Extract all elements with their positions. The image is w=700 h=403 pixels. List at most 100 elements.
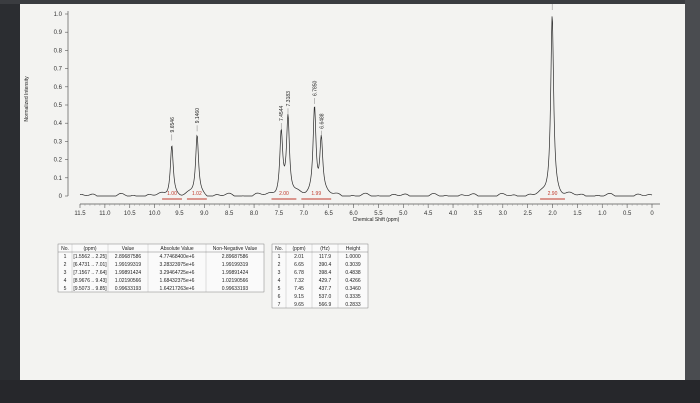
monitor-bezel-right <box>685 0 700 403</box>
x-tick-label: 4.5 <box>424 211 433 217</box>
integral-label: 2.90 <box>548 191 558 197</box>
table-cell: 7.32 <box>294 278 304 284</box>
x-tick-label: 0 <box>650 211 654 217</box>
table-cell: 2.89687586 <box>115 254 142 260</box>
table-cell: [7.1567 .. 7.64] <box>73 270 107 276</box>
table-cell: 3 <box>64 270 67 276</box>
y-tick-label: 0.5 <box>54 103 63 109</box>
table-cell: 4.77468400e+6 <box>160 254 195 260</box>
x-tick-label: 2.5 <box>523 211 532 217</box>
table-cell: 1 <box>64 254 67 260</box>
peak-label: 9.6546 <box>170 117 176 133</box>
table-cell: 1 <box>278 254 281 260</box>
table-cell: 2.89687586 <box>222 254 249 260</box>
y-tick-label: 0.9 <box>54 30 63 36</box>
spectrum-line <box>79 16 653 197</box>
spectrum-group <box>79 16 653 197</box>
table-cell: 3.28323975e+6 <box>160 262 195 268</box>
table-cell: 6 <box>278 294 281 300</box>
table-header-cell: No. <box>275 246 283 252</box>
table-cell: 1.0000 <box>345 254 361 260</box>
table-frame <box>271 243 369 309</box>
table-cell: 6.78 <box>294 270 304 276</box>
table-cell: 7.45 <box>294 286 304 292</box>
x-tick-label: 4.0 <box>449 211 458 217</box>
peak-label: 7.4544 <box>279 106 285 122</box>
table-cell: 2.01 <box>294 254 304 260</box>
table-cell: 6.65 <box>294 262 304 268</box>
table-cell: 0.4838 <box>345 270 361 276</box>
table-header-cell: (ppm) <box>83 246 96 252</box>
x-tick-label: 6.5 <box>325 211 334 217</box>
table-cell: 566.9 <box>319 302 332 308</box>
table-cell: 1.99891424 <box>115 270 142 276</box>
peak-label: 6.6488 <box>319 113 325 129</box>
table-cell: 0.3460 <box>345 286 361 292</box>
table-cell: 9.15 <box>294 294 304 300</box>
x-axis-label: Chemical Shift (ppm) <box>353 217 400 223</box>
x-tick-label: 3.5 <box>474 211 483 217</box>
monitor-bezel-bottom <box>0 380 700 403</box>
table-header-cell: (ppm) <box>292 246 305 252</box>
table-cell: 117.9 <box>319 254 331 260</box>
integral-label: 1.00 <box>167 191 177 197</box>
table-cell: 1.64217263e+6 <box>160 286 195 292</box>
y-tick-label: 0 <box>59 194 63 200</box>
x-tick-label: 11.5 <box>74 211 86 217</box>
table-cell: 437.7 <box>319 286 332 292</box>
table-cell: 5 <box>278 286 281 292</box>
y-ticks: 1.0 0.9 0.8 0.7 0.6 0.5 0.4 0.3 0.2 0.1 0 <box>54 12 68 200</box>
table-cell: 0.99633193 <box>222 286 249 292</box>
peak-label: 6.7850 <box>313 80 319 96</box>
x-tick-label: 0.5 <box>623 211 632 217</box>
table-cell: 4 <box>64 278 67 284</box>
peak-label: 7.3183 <box>286 91 292 107</box>
table-cell: 0.2833 <box>345 302 361 308</box>
x-ticks: 11.5 11.0 10.5 10.0 9.5 9.0 8.5 8.0 7.5 7.0 6.5 6.0… <box>74 204 654 217</box>
table-cell: 3 <box>278 270 281 276</box>
table-cell: 1.68432375e+6 <box>160 278 195 284</box>
x-tick-label: 10.5 <box>124 211 136 217</box>
table-header-cell: Absolute Value <box>160 246 193 252</box>
y-tick-label: 0.3 <box>54 139 63 145</box>
integral-label: 2.00 <box>279 191 289 197</box>
x-tick-label: 8.0 <box>250 211 259 217</box>
table-cell: 0.4266 <box>345 278 361 284</box>
y-tick-label: 0.1 <box>54 176 63 182</box>
table-cell: 537.0 <box>319 294 332 300</box>
x-tick-label: 3.0 <box>499 211 508 217</box>
table-cell: 4 <box>278 278 281 284</box>
table-cell: 398.4 <box>319 270 332 276</box>
table-cell: 2 <box>64 262 67 268</box>
table-header-cell: No. <box>61 246 69 252</box>
table-cell: 9.65 <box>294 302 304 308</box>
y-tick-label: 0.4 <box>54 121 63 127</box>
peak-label: 9.1460 <box>195 108 201 124</box>
x-tick-label: 8.5 <box>225 211 234 217</box>
peak-table: No. (ppm) (Hz) Height 1 2.01 117.9 1.0000 2 6.65 3… <box>271 243 369 309</box>
y-tick-label: 1.0 <box>54 12 63 18</box>
table-cell: [1.5562 .. 2.25] <box>73 254 107 260</box>
table-cell: 5 <box>64 286 67 292</box>
x-tick-label: 7.5 <box>275 211 284 217</box>
y-tick-label: 0.6 <box>54 85 63 91</box>
y-tick-label: 0.7 <box>54 67 63 73</box>
monitor-bezel-top <box>0 0 700 4</box>
table-cell: 2 <box>278 262 281 268</box>
table-cell: [6.4731 .. 7.01] <box>73 262 107 268</box>
x-tick-label: 5.5 <box>374 211 383 217</box>
nmr-spectrum-screen: 1.0 0.9 0.8 0.7 0.6 0.5 0.4 0.3 0.2 0.1 0 Normaliz… <box>20 4 685 380</box>
integral-table: No. (ppm) Value Absolute Value Non-Negative … <box>57 243 265 293</box>
table-cell: [8.9676 .. 9.43] <box>73 278 107 284</box>
table-cell: 0.3039 <box>345 262 361 268</box>
y-tick-label: 0.8 <box>54 48 63 54</box>
table-cell: 0.99633193 <box>115 286 142 292</box>
x-tick-label: 7.0 <box>300 211 309 217</box>
table-header-cell: Value <box>122 246 135 252</box>
y-tick-label: 0.2 <box>54 158 63 164</box>
integrals-group: 1.00 1.02 2.00 1.99 2.90 <box>162 191 565 200</box>
table-header-cell: (Hz) <box>320 246 330 252</box>
y-axis-label: Normalized Intensity <box>24 76 30 122</box>
x-tick-label: 1.0 <box>598 211 607 217</box>
